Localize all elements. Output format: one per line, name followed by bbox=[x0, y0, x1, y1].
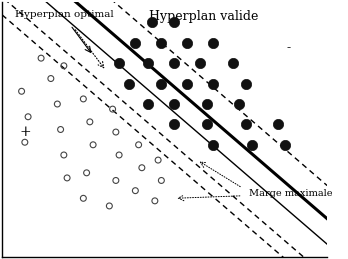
Point bbox=[230, 61, 236, 65]
Point bbox=[237, 102, 242, 106]
Point bbox=[126, 82, 132, 86]
Text: Hyperplan valide: Hyperplan valide bbox=[149, 10, 258, 23]
Point bbox=[90, 143, 96, 147]
Point bbox=[22, 140, 27, 144]
Point bbox=[19, 89, 24, 93]
Point bbox=[172, 61, 177, 65]
Point bbox=[243, 82, 249, 86]
Point bbox=[116, 61, 122, 65]
Point bbox=[152, 199, 158, 203]
Point bbox=[155, 158, 161, 162]
Point bbox=[38, 56, 44, 60]
Point bbox=[113, 178, 119, 183]
Point bbox=[184, 41, 190, 45]
Point bbox=[149, 20, 155, 25]
Point bbox=[61, 153, 66, 157]
Point bbox=[116, 153, 122, 157]
Text: Marge maximale: Marge maximale bbox=[249, 189, 333, 198]
Point bbox=[64, 176, 70, 180]
Point bbox=[81, 97, 86, 101]
Point bbox=[139, 166, 145, 170]
Point bbox=[276, 122, 281, 126]
Point bbox=[184, 82, 190, 86]
Text: -: - bbox=[286, 41, 290, 54]
Text: +: + bbox=[19, 125, 31, 139]
Point bbox=[61, 64, 66, 68]
Point bbox=[133, 189, 138, 193]
Point bbox=[243, 122, 249, 126]
Point bbox=[81, 196, 86, 200]
Point bbox=[159, 82, 164, 86]
Point bbox=[110, 107, 116, 111]
Point bbox=[159, 41, 164, 45]
Point bbox=[172, 102, 177, 106]
Text: Hyperplan optimal: Hyperplan optimal bbox=[15, 10, 114, 19]
Point bbox=[136, 143, 141, 147]
Point bbox=[133, 41, 138, 45]
Point bbox=[250, 143, 255, 147]
Point bbox=[25, 115, 31, 119]
Point bbox=[113, 130, 119, 134]
Point bbox=[211, 82, 216, 86]
Point bbox=[282, 143, 288, 147]
Point bbox=[211, 143, 216, 147]
Point bbox=[87, 120, 93, 124]
Point bbox=[55, 102, 60, 106]
Point bbox=[145, 102, 151, 106]
Point bbox=[145, 61, 151, 65]
Point bbox=[159, 178, 164, 183]
Point bbox=[172, 20, 177, 25]
Point bbox=[48, 76, 54, 81]
Point bbox=[204, 122, 209, 126]
Point bbox=[106, 204, 112, 208]
Point bbox=[204, 102, 209, 106]
Point bbox=[172, 122, 177, 126]
Point bbox=[211, 41, 216, 45]
Point bbox=[58, 127, 63, 132]
Point bbox=[198, 61, 203, 65]
Point bbox=[84, 171, 89, 175]
